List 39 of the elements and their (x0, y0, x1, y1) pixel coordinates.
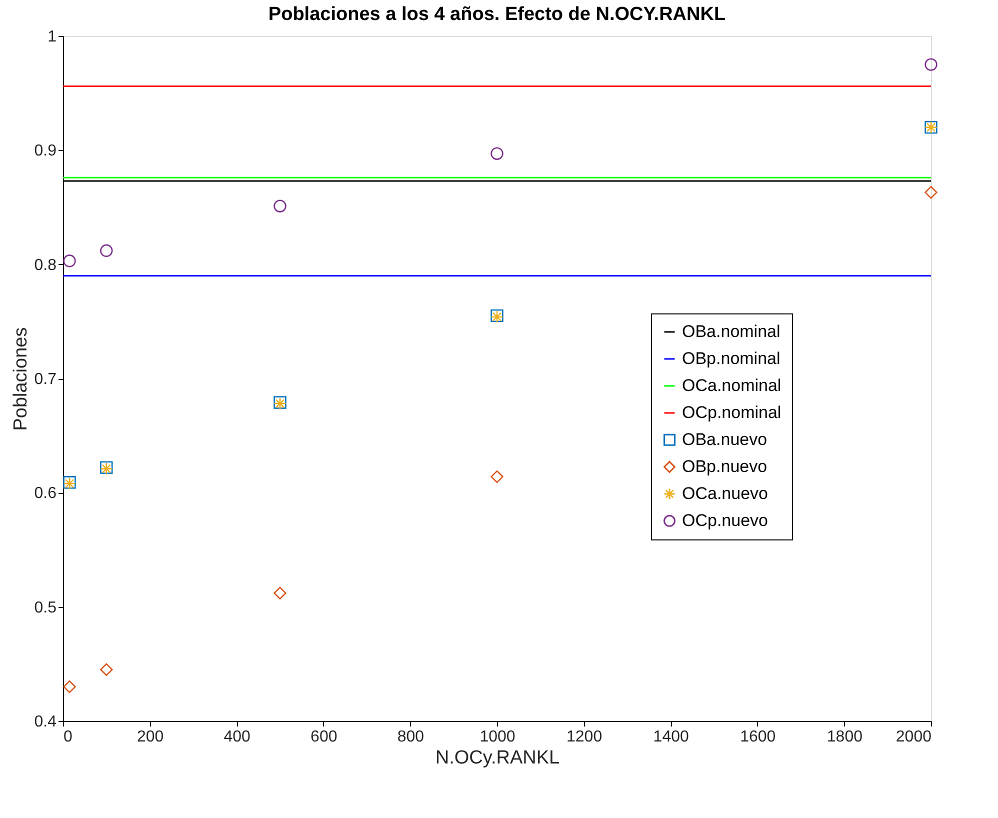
x-tick-label: 400 (224, 728, 251, 746)
y-tick-label: 0.8 (34, 256, 57, 274)
x-tick-label: 1000 (480, 728, 516, 746)
y-tick-label: 0.6 (34, 485, 57, 502)
x-tick-label: 1600 (740, 728, 776, 746)
legend-label: OBp.nominal (682, 348, 780, 368)
y-tick-label: 1 (48, 28, 57, 46)
point (274, 586, 286, 600)
point (924, 58, 938, 71)
x-tick-label: 200 (136, 728, 164, 746)
y-tick-label: 0.7 (34, 371, 57, 388)
x-tick-label: 1400 (653, 728, 689, 746)
point (924, 186, 938, 199)
legend-label: OBp.nuevo (682, 456, 768, 476)
point (490, 470, 504, 484)
legend-label: OBa.nominal (682, 322, 780, 341)
y-tick-label: 0.9 (34, 142, 57, 160)
y-tick-label: 0.4 (34, 714, 57, 730)
x-axis-title: N.OCy.RANKL (435, 748, 560, 768)
chart-title: Poblaciones a los 4 años. Efecto de N.OCY.RANKL (268, 4, 726, 25)
x-tick-label: 2000 (896, 728, 932, 746)
y-tick-label: 0.5 (34, 599, 57, 616)
legend-label: OCa.nominal (682, 376, 782, 395)
legend-label: OCa.nuevo (682, 484, 768, 503)
point (490, 147, 504, 160)
point (100, 663, 113, 676)
x-tick-label: 800 (397, 728, 424, 746)
point (63, 680, 76, 694)
point (63, 254, 76, 268)
legend-label: OBa.nuevo (682, 430, 768, 449)
y-axis-title: Poblaciones (10, 327, 32, 431)
x-tick-label: 0 (64, 728, 72, 746)
legend-label: OCp.nominal (682, 402, 782, 422)
point (100, 244, 113, 257)
x-tick-label: 1200 (566, 728, 602, 746)
x-tick-label: 1800 (826, 728, 863, 746)
point (274, 200, 286, 212)
x-tick-label: 600 (310, 728, 338, 746)
legend-label: OCp.nuevo (682, 510, 768, 530)
